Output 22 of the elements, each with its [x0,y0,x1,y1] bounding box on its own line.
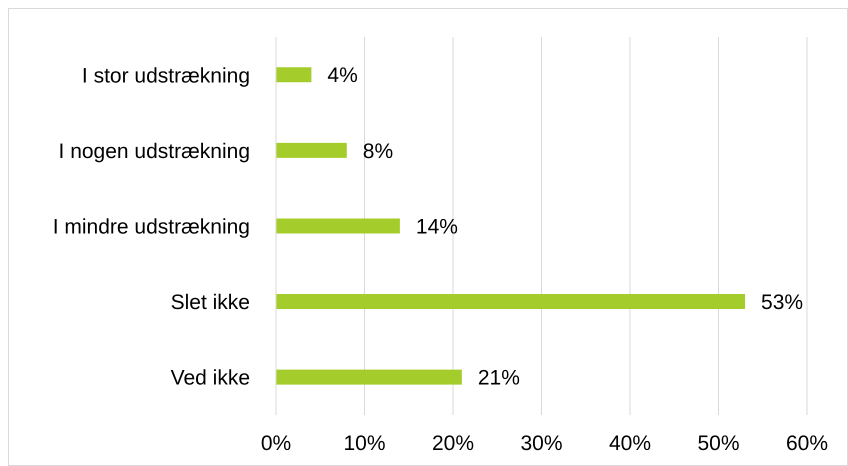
x-tick-label: 20% [432,432,474,455]
bar [276,67,312,82]
x-tick-label: 0% [260,432,292,455]
x-tick-label: 30% [520,432,563,455]
x-tick-label: 10% [343,432,386,455]
x-tick-label: 50% [697,432,740,455]
x-tick-label: 60% [786,432,828,455]
data-label: 8% [362,140,394,163]
data-label: 21% [478,366,520,390]
y-tick-label: I stor udstrækning [82,64,250,88]
data-label: 4% [327,64,358,88]
y-tick-label: I mindre udstrækning [52,215,250,238]
data-label: 53% [761,290,804,314]
data-label: 14% [416,215,458,238]
bar [276,294,746,310]
y-tick-label: I nogen udstrækning [58,140,250,163]
bar [276,218,400,234]
bar [276,370,462,385]
y-tick-label: Ved ikke [170,366,250,390]
y-tick-label: Slet ikke [170,291,250,314]
bar [276,142,347,158]
x-tick-label: 40% [608,432,652,455]
